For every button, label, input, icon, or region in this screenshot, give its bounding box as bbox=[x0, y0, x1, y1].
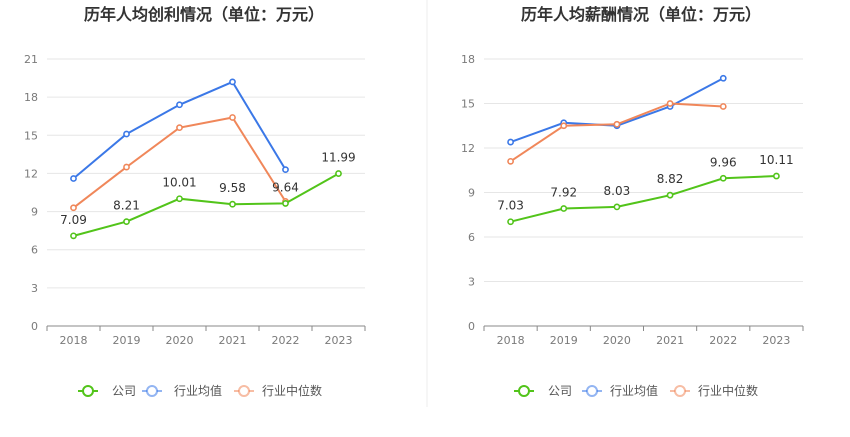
legend-item-2[interactable]: 行业中位数 bbox=[234, 383, 322, 398]
y-tick-label: 18 bbox=[461, 53, 475, 66]
legend-label: 行业均值 bbox=[174, 383, 222, 398]
data-point bbox=[229, 78, 236, 86]
data-point bbox=[507, 138, 514, 146]
y-tick-label: 3 bbox=[31, 282, 38, 295]
legend-item-0[interactable]: 公司 bbox=[78, 384, 136, 398]
data-label: 8.03 bbox=[604, 184, 631, 198]
data-point bbox=[229, 200, 236, 208]
legend-marker bbox=[82, 385, 94, 397]
data-point bbox=[282, 200, 289, 207]
x-tick-label: 2019 bbox=[550, 334, 578, 347]
legend-label: 公司 bbox=[548, 384, 572, 398]
data-point bbox=[123, 218, 130, 226]
chart-title: 历年人均创利情况（单位：万元） bbox=[84, 5, 324, 24]
data-label: 7.09 bbox=[60, 213, 87, 227]
y-tick-label: 9 bbox=[31, 206, 38, 219]
y-tick-label: 6 bbox=[468, 231, 475, 244]
x-tick-label: 2020 bbox=[603, 334, 631, 347]
data-point bbox=[70, 204, 77, 212]
data-point bbox=[123, 130, 130, 138]
x-tick-label: 2020 bbox=[166, 334, 194, 347]
x-tick-label: 2023 bbox=[762, 334, 790, 347]
legend-item-2[interactable]: 行业中位数 bbox=[670, 383, 758, 398]
y-tick-label: 9 bbox=[468, 187, 475, 200]
legend-marker bbox=[586, 385, 598, 397]
x-tick-label: 2023 bbox=[325, 334, 353, 347]
data-point bbox=[70, 232, 77, 240]
data-point bbox=[335, 170, 342, 177]
legend-label: 行业中位数 bbox=[698, 383, 758, 398]
y-tick-label: 3 bbox=[468, 276, 475, 289]
data-point bbox=[176, 101, 183, 109]
data-point bbox=[773, 172, 780, 180]
y-tick-label: 0 bbox=[468, 320, 475, 333]
legend-label: 行业均值 bbox=[610, 383, 658, 398]
y-tick-label: 15 bbox=[461, 98, 475, 111]
data-label: 7.92 bbox=[550, 186, 577, 200]
data-point bbox=[507, 218, 514, 226]
x-tick-label: 2021 bbox=[656, 334, 684, 347]
data-point bbox=[666, 100, 674, 107]
legend-marker bbox=[146, 385, 158, 397]
legend-marker bbox=[674, 385, 686, 397]
data-label: 9.64 bbox=[272, 180, 299, 194]
data-label: 9.96 bbox=[710, 155, 737, 169]
legend-marker bbox=[518, 385, 530, 397]
data-point bbox=[560, 205, 568, 212]
x-tick-label: 2022 bbox=[709, 334, 737, 347]
x-tick-label: 2018 bbox=[60, 334, 88, 347]
data-point bbox=[282, 166, 289, 174]
series-line-1 bbox=[510, 77, 724, 144]
chart-2: 历年人均薪酬情况（单位：万元） 0 3 6 9 12 15 18 2018 2019 2020 202… bbox=[461, 5, 804, 398]
data-label: 11.99 bbox=[321, 151, 355, 165]
x-tick-label: 2018 bbox=[497, 334, 525, 347]
legend-item-1[interactable]: 行业均值 bbox=[582, 383, 658, 398]
series-line-2 bbox=[510, 102, 724, 163]
data-point bbox=[719, 174, 727, 182]
series-line-0 bbox=[73, 172, 339, 237]
x-tick-label: 2021 bbox=[219, 334, 247, 347]
legend-marker bbox=[238, 385, 250, 397]
data-point bbox=[176, 195, 183, 203]
y-tick-label: 21 bbox=[24, 53, 38, 66]
data-label: 8.82 bbox=[657, 172, 684, 186]
data-point bbox=[176, 124, 183, 132]
legend-item-0[interactable]: 公司 bbox=[514, 384, 572, 398]
legend-item-1[interactable]: 行业均值 bbox=[142, 383, 222, 398]
chart-title: 历年人均薪酬情况（单位：万元） bbox=[521, 5, 761, 24]
data-label: 7.03 bbox=[497, 199, 524, 213]
data-point bbox=[70, 175, 77, 182]
data-label: 9.58 bbox=[219, 181, 246, 195]
chart-1: 历年人均创利情况（单位：万元） 0 3 6 9 12 15 18 21 2018 2019 2020 2… bbox=[24, 5, 366, 398]
data-label: 10.01 bbox=[162, 176, 196, 190]
data-point bbox=[507, 157, 514, 165]
y-tick-label: 0 bbox=[31, 320, 38, 333]
y-tick-label: 12 bbox=[24, 167, 38, 180]
y-tick-label: 6 bbox=[31, 244, 38, 257]
data-point bbox=[613, 203, 621, 211]
legend-label: 行业中位数 bbox=[262, 383, 322, 398]
data-point bbox=[613, 120, 621, 128]
data-point bbox=[123, 163, 130, 171]
data-label: 10.11 bbox=[759, 153, 793, 167]
x-tick-label: 2022 bbox=[272, 334, 300, 347]
data-point bbox=[666, 191, 674, 199]
y-tick-label: 18 bbox=[24, 91, 38, 104]
data-point bbox=[719, 74, 727, 82]
data-point bbox=[719, 103, 727, 110]
data-point bbox=[229, 114, 236, 121]
legend-label: 公司 bbox=[112, 384, 136, 398]
series-line-0 bbox=[510, 175, 777, 223]
x-tick-label: 2019 bbox=[113, 334, 141, 347]
y-tick-label: 15 bbox=[24, 129, 38, 142]
data-label: 8.21 bbox=[113, 199, 140, 213]
y-tick-label: 12 bbox=[461, 142, 475, 155]
data-point bbox=[560, 122, 568, 130]
